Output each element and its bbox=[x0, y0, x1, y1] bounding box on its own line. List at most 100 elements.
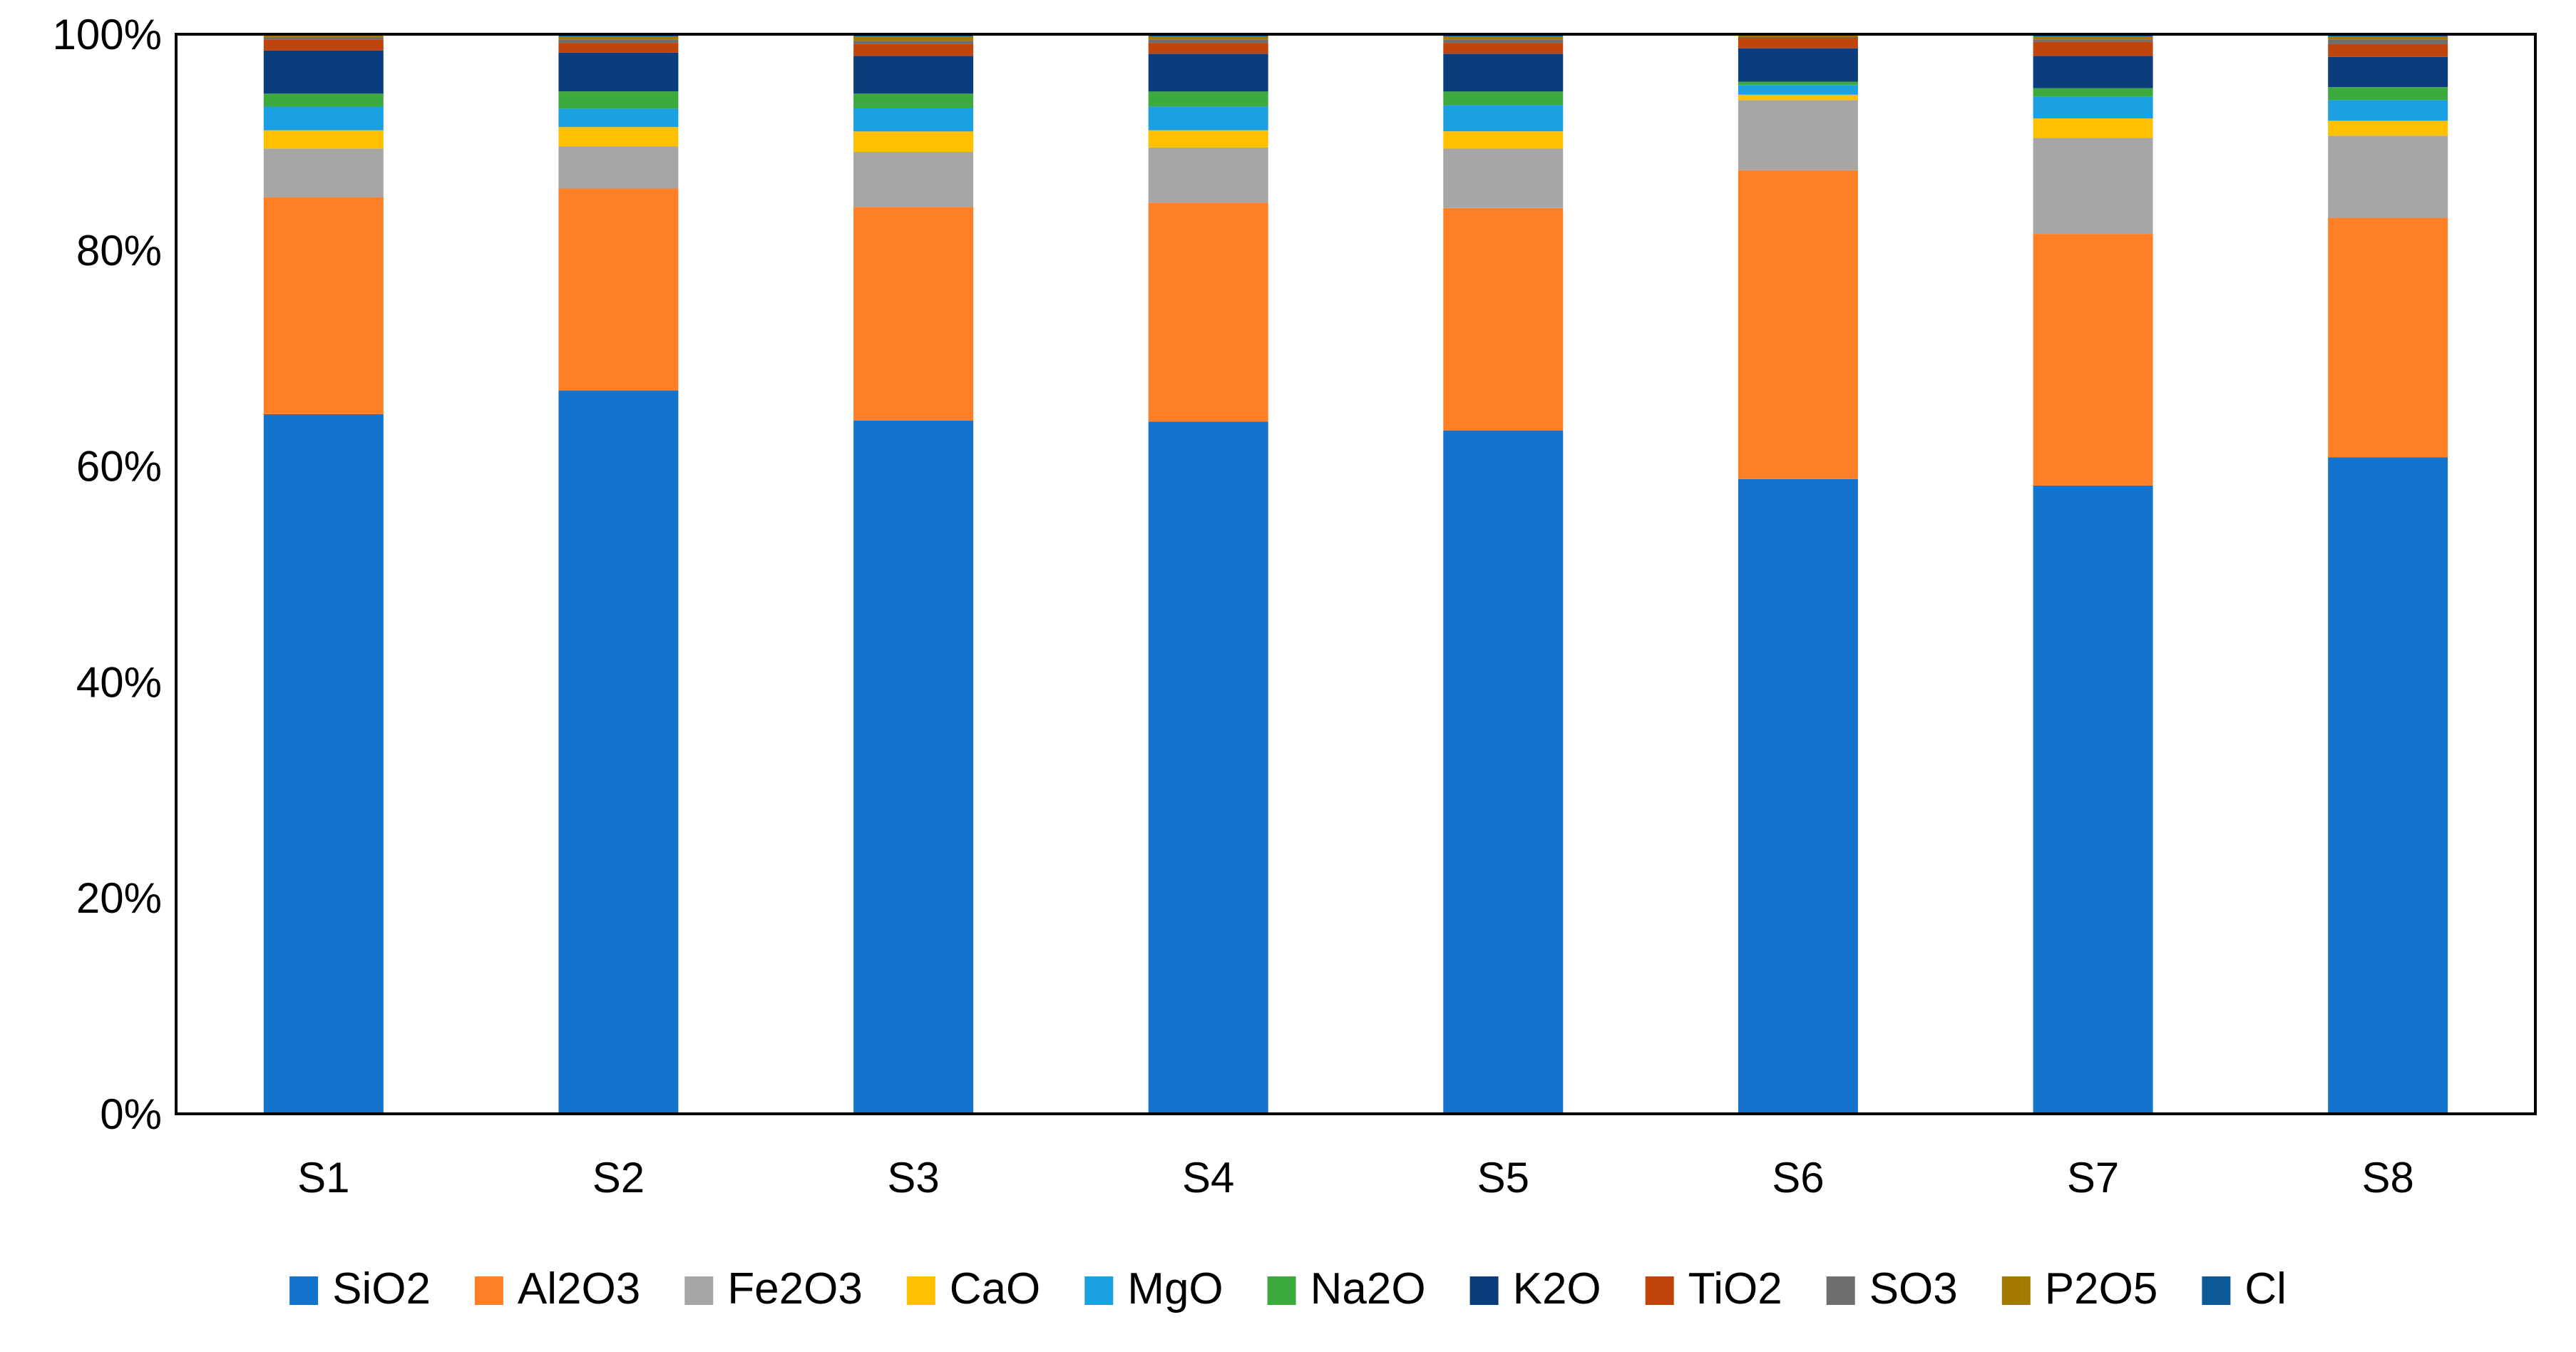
bar-segment-s6-p2o5 bbox=[1738, 35, 1858, 36]
legend-swatch-cao bbox=[906, 1276, 935, 1305]
bar-segment-s8-na2o bbox=[2328, 87, 2448, 101]
bar-segment-s4-mgo bbox=[1148, 106, 1268, 130]
legend-swatch-so3 bbox=[1826, 1276, 1855, 1305]
legend-swatch-fe2o3 bbox=[684, 1276, 714, 1305]
x-tick-label-s5: S5 bbox=[1477, 1154, 1529, 1202]
x-tick-label-s8: S8 bbox=[2362, 1154, 2414, 1202]
legend-item-tio2: TiO2 bbox=[1645, 1264, 1782, 1313]
y-tick-label-100: 100% bbox=[53, 11, 162, 58]
bar-segment-s6-so3 bbox=[1738, 36, 1858, 38]
bar-segment-s3-cao bbox=[853, 131, 974, 153]
bar-segment-s3-mgo bbox=[853, 108, 974, 132]
bar-segment-s1-sio2 bbox=[263, 414, 384, 1114]
y-tick-label-40: 40% bbox=[76, 658, 162, 706]
legend-item-sio2: SiO2 bbox=[289, 1264, 431, 1313]
y-tick-label-0: 0% bbox=[100, 1090, 162, 1138]
bar-segment-s1-cao bbox=[263, 130, 384, 149]
bar-segment-s4-so3 bbox=[1148, 39, 1268, 43]
legend: SiO2 Al2O3 Fe2O3 CaO MgO Na2O K2O TiO2 SO3 P2O5 Cl bbox=[289, 1264, 2287, 1313]
bar-segment-s7-na2o bbox=[2033, 88, 2153, 97]
bar-segment-s7-p2o5 bbox=[2033, 36, 2153, 40]
bar-segment-s8-p2o5 bbox=[2328, 36, 2448, 40]
bar-segment-s5-tio2 bbox=[1443, 43, 1564, 54]
bar-segment-s4-k2o bbox=[1148, 53, 1268, 92]
bar-segment-s3-sio2 bbox=[853, 421, 974, 1114]
bar-segment-s4-na2o bbox=[1148, 91, 1268, 107]
bar-segment-s8-k2o bbox=[2328, 56, 2448, 88]
legend-item-p2o5: P2O5 bbox=[2001, 1264, 2158, 1313]
legend-label-so3: SO3 bbox=[1869, 1264, 1958, 1313]
legend-item-fe2o3: Fe2O3 bbox=[684, 1264, 863, 1313]
legend-item-al2o3: Al2O3 bbox=[474, 1264, 640, 1313]
bar-segment-s6-na2o bbox=[1738, 81, 1858, 86]
bar-segment-s2-so3 bbox=[558, 39, 679, 43]
legend-label-mgo: MgO bbox=[1127, 1264, 1223, 1313]
bar-segment-s3-so3 bbox=[853, 41, 974, 44]
bar-segment-s1-so3 bbox=[263, 37, 384, 40]
bar-segment-s2-p2o5 bbox=[558, 36, 679, 40]
bar-segment-s6-sio2 bbox=[1738, 478, 1858, 1114]
x-tick-label-s7: S7 bbox=[2067, 1154, 2119, 1202]
x-tick-label-s1: S1 bbox=[297, 1154, 349, 1202]
bar-segment-s3-al2o3 bbox=[853, 207, 974, 421]
legend-label-sio2: SiO2 bbox=[332, 1264, 431, 1313]
legend-item-cl: Cl bbox=[2202, 1264, 2287, 1313]
legend-label-cao: CaO bbox=[950, 1264, 1040, 1313]
legend-label-tio2: TiO2 bbox=[1688, 1264, 1782, 1313]
bar-segment-s8-al2o3 bbox=[2328, 217, 2448, 458]
bar-segment-s4-tio2 bbox=[1148, 43, 1268, 54]
legend-swatch-al2o3 bbox=[474, 1276, 503, 1305]
bar-stack-s7 bbox=[2033, 34, 2153, 1114]
legend-swatch-tio2 bbox=[1645, 1276, 1674, 1305]
legend-label-p2o5: P2O5 bbox=[2045, 1264, 2158, 1313]
bar-segment-s4-sio2 bbox=[1148, 421, 1268, 1114]
legend-swatch-k2o bbox=[1469, 1276, 1499, 1305]
bar-segment-s7-k2o bbox=[2033, 56, 2153, 88]
x-axis: S1 S2 S3 S4 S5 S6 S7 S8 bbox=[297, 1154, 2414, 1202]
legend-label-k2o: K2O bbox=[1513, 1264, 1601, 1313]
bar-segment-s4-al2o3 bbox=[1148, 203, 1268, 422]
bar-segment-s5-mgo bbox=[1443, 105, 1564, 132]
bar-segment-s5-fe2o3 bbox=[1443, 148, 1564, 208]
legend-swatch-sio2 bbox=[289, 1276, 319, 1305]
x-tick-label-s3: S3 bbox=[887, 1154, 939, 1202]
bar-segment-s1-p2o5 bbox=[263, 35, 384, 38]
bar-segment-s8-tio2 bbox=[2328, 43, 2448, 57]
y-tick-label-60: 60% bbox=[76, 443, 162, 491]
bar-stack-s8 bbox=[2328, 34, 2448, 1114]
bar-stack-s3 bbox=[853, 34, 974, 1114]
bar-segment-s2-cao bbox=[558, 127, 679, 147]
bar-segment-s3-fe2o3 bbox=[853, 152, 974, 208]
bar-segment-s7-sio2 bbox=[2033, 485, 2153, 1114]
bar-segment-s5-k2o bbox=[1443, 53, 1564, 92]
legend-item-cao: CaO bbox=[906, 1264, 1040, 1313]
bar-segment-s6-tio2 bbox=[1738, 37, 1858, 48]
bar-stack-s5 bbox=[1443, 34, 1564, 1114]
bar-segment-s1-na2o bbox=[263, 93, 384, 107]
bar-segment-s1-tio2 bbox=[263, 39, 384, 51]
bar-segment-s6-fe2o3 bbox=[1738, 100, 1858, 170]
x-tick-label-s6: S6 bbox=[1772, 1154, 1824, 1202]
bar-segment-s8-so3 bbox=[2328, 39, 2448, 44]
bar-stack-s2 bbox=[558, 34, 679, 1114]
bar-segment-s5-na2o bbox=[1443, 91, 1564, 106]
legend-label-na2o: Na2O bbox=[1310, 1264, 1426, 1313]
legend-item-k2o: K2O bbox=[1469, 1264, 1601, 1313]
bar-segment-s5-cao bbox=[1443, 131, 1564, 149]
legend-item-mgo: MgO bbox=[1084, 1264, 1223, 1313]
bar-segment-s2-tio2 bbox=[558, 43, 679, 53]
bar-segment-s2-na2o bbox=[558, 91, 679, 109]
legend-item-so3: SO3 bbox=[1826, 1264, 1958, 1313]
bar-segment-s3-p2o5 bbox=[853, 36, 974, 41]
bar-segment-s8-mgo bbox=[2328, 100, 2448, 121]
bars-layer bbox=[263, 34, 2448, 1114]
bar-segment-s5-al2o3 bbox=[1443, 208, 1564, 431]
bar-segment-s5-sio2 bbox=[1443, 430, 1564, 1114]
plot-area-frame bbox=[175, 33, 2537, 1115]
bar-segment-s2-k2o bbox=[558, 52, 679, 92]
x-tick-label-s4: S4 bbox=[1182, 1154, 1234, 1202]
bar-segment-s1-k2o bbox=[263, 50, 384, 94]
legend-label-cl: Cl bbox=[2244, 1264, 2287, 1313]
